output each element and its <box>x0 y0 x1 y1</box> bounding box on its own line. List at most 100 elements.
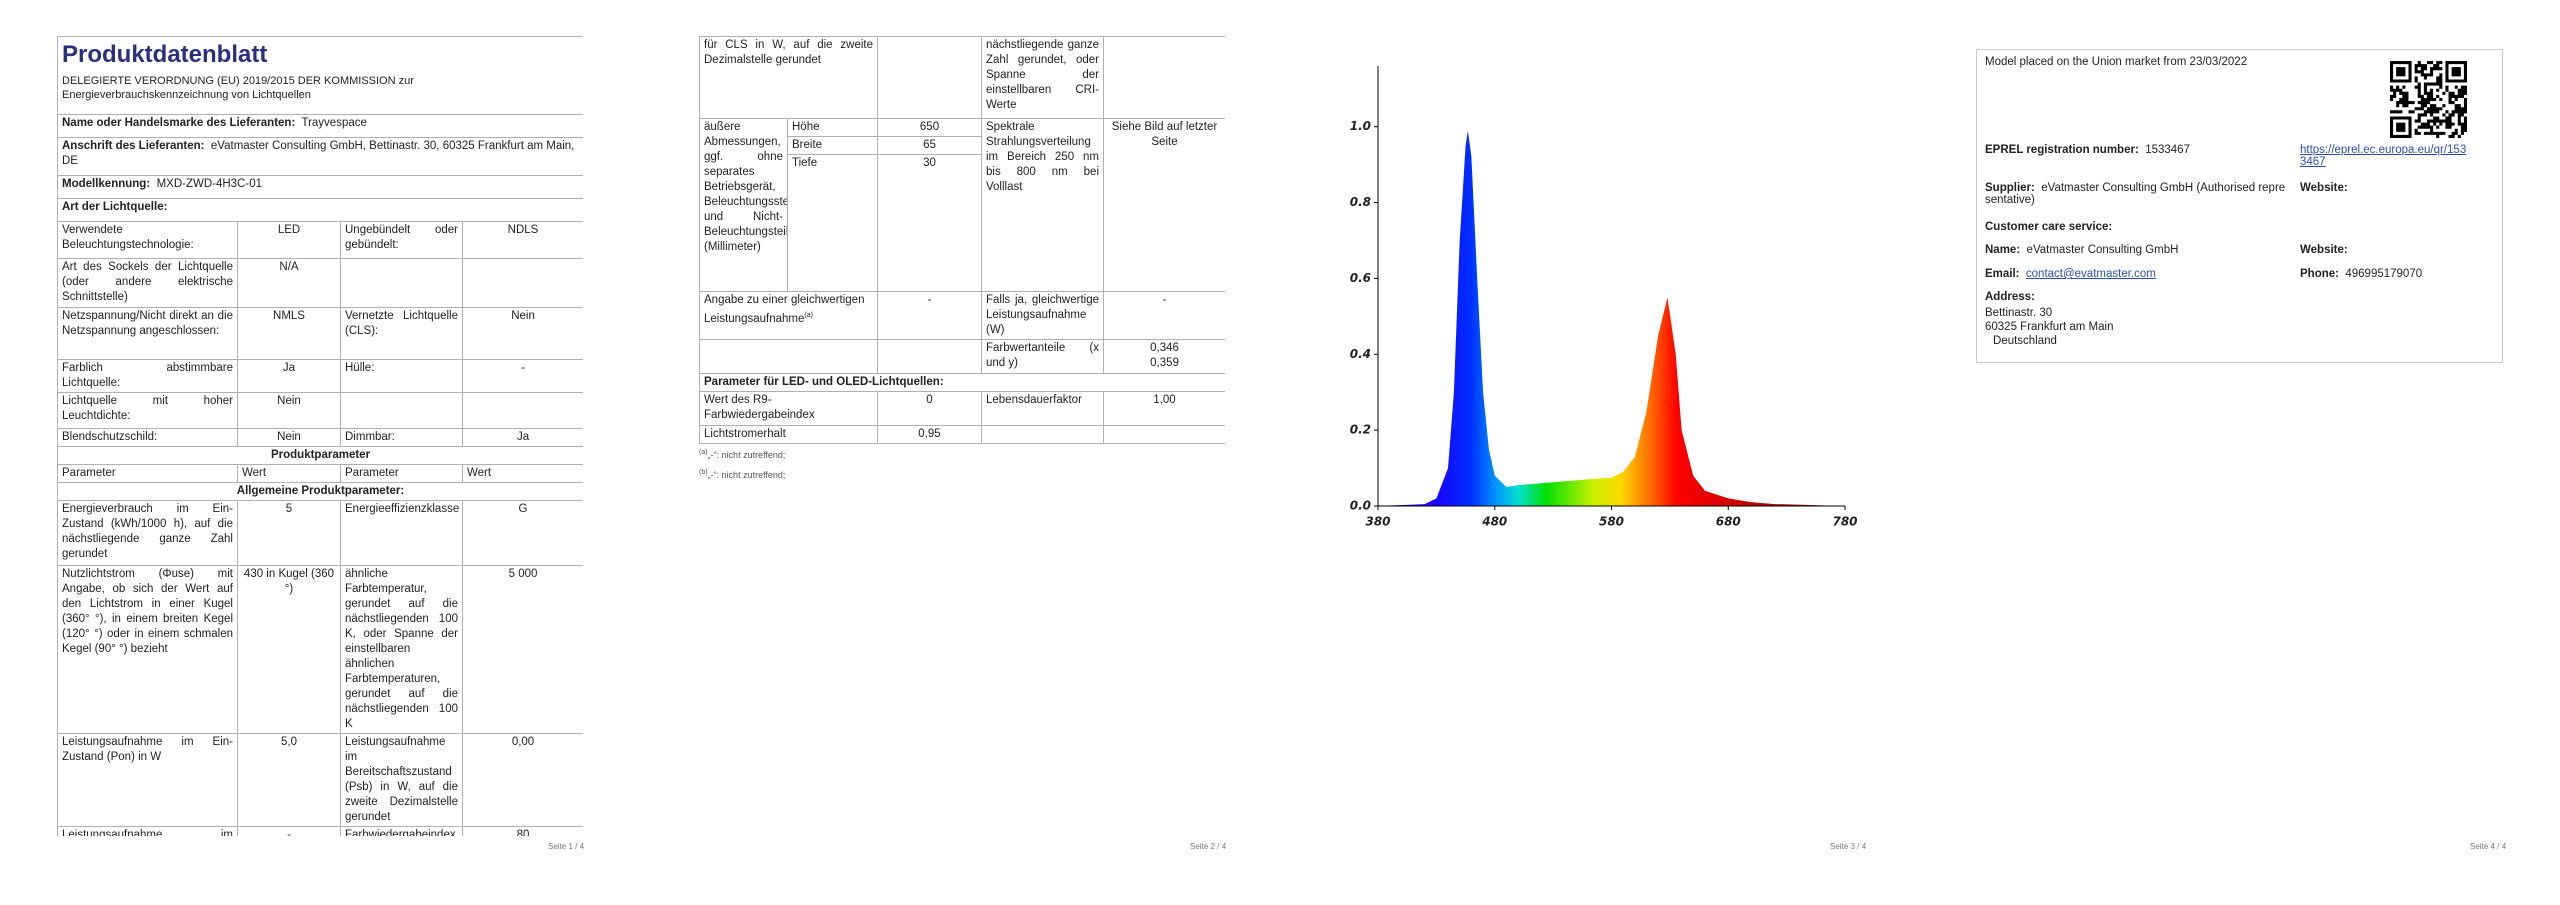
table-cell: Wert <box>237 464 341 483</box>
table-cell: Dimmbar: <box>340 428 463 447</box>
table-cell <box>1103 425 1225 444</box>
table-row: Netzspannung/Nicht direkt an die Netzspa… <box>57 307 583 360</box>
table-cell: Blendschutzschild: <box>57 428 238 447</box>
page-footer: Seite 4 / 4 <box>2470 842 2507 851</box>
text-block: Supplier: eVatmaster Consulting GmbH (Au… <box>1985 182 2290 206</box>
field-value: „-“: nicht zutreffend; <box>707 470 786 480</box>
x-tick-label: 680 <box>1716 515 1741 529</box>
table-cell: Parameter für LED- und OLED-Lichtquellen… <box>699 373 1225 392</box>
table-cell: ähnliche Farbtemperatur, gerundet auf di… <box>340 565 463 734</box>
table-cell <box>877 339 982 374</box>
table-cell: Produktparameter <box>57 446 583 465</box>
table-cell <box>461 392 583 429</box>
table-cell: 0,00 <box>461 733 583 827</box>
y-tick-label: 0.8 <box>1350 195 1371 209</box>
table-row: Blendschutzschild: Nein Dimmbar: Ja <box>57 428 583 447</box>
y-tick-label: 0.6 <box>1350 271 1371 285</box>
table-cell: für CLS in W, auf die zweite Dezimalstel… <box>699 36 878 119</box>
table-cell: 0 <box>877 391 982 426</box>
field-label: Supplier: <box>1985 182 2035 194</box>
y-tick-label: 0.4 <box>1350 347 1371 361</box>
table-cell: - <box>877 291 982 340</box>
text-block: Bettinastr. 30 <box>1985 307 2053 319</box>
table-body: für CLS in W, auf die zweite Dezimalstel… <box>699 36 1225 444</box>
spectrum-chart: 0.0 0.2 0.4 0.6 0.8 1.0 380 480 580 680 780 <box>1350 66 1858 529</box>
page: Produktdatenblatt DELEGIERTE VERORDNUNG (… <box>57 36 583 836</box>
table-cell: Leistungsaufnahme im Bereitschaftszustan… <box>340 733 463 827</box>
table-cell: Name oder Handelsmarke des Lieferanten: … <box>57 114 583 138</box>
table-cell: Leistungsaufnahme im vernetzten Bereitsc… <box>57 826 238 836</box>
table-cell: 1,00 <box>1103 391 1225 426</box>
page-footer: Seite 3 / 4 <box>1830 842 1867 851</box>
table-cell: 30 <box>877 154 982 292</box>
table-row: Art der Lichtquelle: <box>57 198 583 222</box>
field-value: 496995179070 <box>2345 268 2423 280</box>
table-row: Leistungsaufnahme im Ein-Zustand (Pon) i… <box>57 733 583 827</box>
table-cell: Wert des R9-Farbwiedergabeindex <box>699 391 878 426</box>
text-block: EPREL registration number: 1533467 <box>1985 144 2190 156</box>
table-row: Lichtstromerhalt 0,95 <box>699 425 1225 444</box>
field-label: Anschrift des Lieferanten: <box>62 140 205 152</box>
qr-modules <box>2390 61 2467 138</box>
table-row: Allgemeine Produktparameter: <box>57 482 583 501</box>
table-cell: nächstliegende ganze Zahl gerundet, oder… <box>981 36 1104 119</box>
field-label: Customer care service: <box>1985 221 2113 233</box>
table-cell <box>699 339 878 374</box>
field-value: „-“: nicht zutreffend; <box>707 450 786 460</box>
field-label: Email: <box>1985 268 2020 280</box>
table-cell: Anschrift des Lieferanten: eVatmaster Co… <box>57 137 583 176</box>
table-cell: LED <box>237 221 341 259</box>
page-footer: Seite 1 / 4 <box>548 842 585 851</box>
eprel-link[interactable]: https://eprel.ec.europa.eu/qr/1533467 <box>2300 144 2467 168</box>
x-tick-label: 380 <box>1365 515 1390 529</box>
table-cell: Angabe zu einer gleichwertigen Leistungs… <box>699 291 878 340</box>
page-footer: Seite 2 / 4 <box>1190 842 1227 851</box>
text-block: Name: eVatmaster Consulting GmbH <box>1985 244 2178 256</box>
note-mark: (b) <box>699 469 708 476</box>
table-cell: Hülle: <box>340 359 463 393</box>
text-block: 0,346 <box>1150 342 1179 354</box>
table-cell: NMLS <box>237 307 341 360</box>
table-row: Parameter für LED- und OLED-Lichtquellen… <box>699 373 1225 392</box>
x-tick-label: 480 <box>1481 515 1507 529</box>
note-mark: (a) <box>804 312 813 319</box>
field-label: Address: <box>1985 291 2035 303</box>
table-cell: Art der Lichtquelle: <box>57 198 583 222</box>
table-cell <box>340 258 463 308</box>
email-link[interactable]: contact@evatmaster.com <box>2025 268 2156 280</box>
datasheet-table: für CLS in W, auf die zweite Dezimalstel… <box>699 36 1225 444</box>
x-tick-label: 580 <box>1599 515 1624 529</box>
field-value: 1533467 <box>2145 144 2190 156</box>
table-row: Angabe zu einer gleichwertigen Leistungs… <box>699 291 1225 340</box>
table-cell: Allgemeine Produktparameter: <box>57 482 583 501</box>
table-cell: Lichtquelle mit hoher Leuchtdichte: <box>57 392 238 429</box>
table-cell: Nein <box>237 392 341 429</box>
table-cell: 80 <box>461 826 583 836</box>
text-block: Customer care service: <box>1985 221 2112 233</box>
table-cell: Nein <box>461 307 583 360</box>
field-value: eVatmaster Consulting GmbH <box>2026 244 2179 256</box>
table-cell: Farbwiedergabeindex, auf die <box>340 826 463 836</box>
field-label: Website: <box>2300 244 2348 256</box>
table-cell: - <box>237 826 341 836</box>
table-cell: Lebensdauerfaktor <box>981 391 1104 426</box>
table-cell: Parameter <box>57 464 238 483</box>
table-cell: Tiefe <box>787 154 878 292</box>
table-row: Name oder Handelsmarke des Lieferanten: … <box>57 114 583 138</box>
field-label: Phone: <box>2300 268 2339 280</box>
table-cell: Falls ja, gleichwertige Leistungsaufnahm… <box>981 291 1104 340</box>
field-value: MXD-ZWD-4H3C-01 <box>156 178 262 190</box>
table-row: Wert des R9-Farbwiedergabeindex 0 Lebensda… <box>699 391 1225 426</box>
note-mark: (a) <box>699 449 708 456</box>
field-label: Website: <box>2300 182 2348 194</box>
table-cell: Wert <box>461 464 583 483</box>
table-cell: G <box>461 500 583 566</box>
table-cell: 5 000 <box>461 565 583 734</box>
table-cell: Ja <box>461 428 583 447</box>
table-cell <box>981 425 1104 444</box>
regulation: DELEGIERTE VERORDNUNG (EU) 2019/2015 DER… <box>62 75 414 101</box>
text-block: 0,359 <box>1150 357 1179 369</box>
table-cell: - <box>1103 291 1225 340</box>
table-cell: 5 <box>237 500 341 566</box>
